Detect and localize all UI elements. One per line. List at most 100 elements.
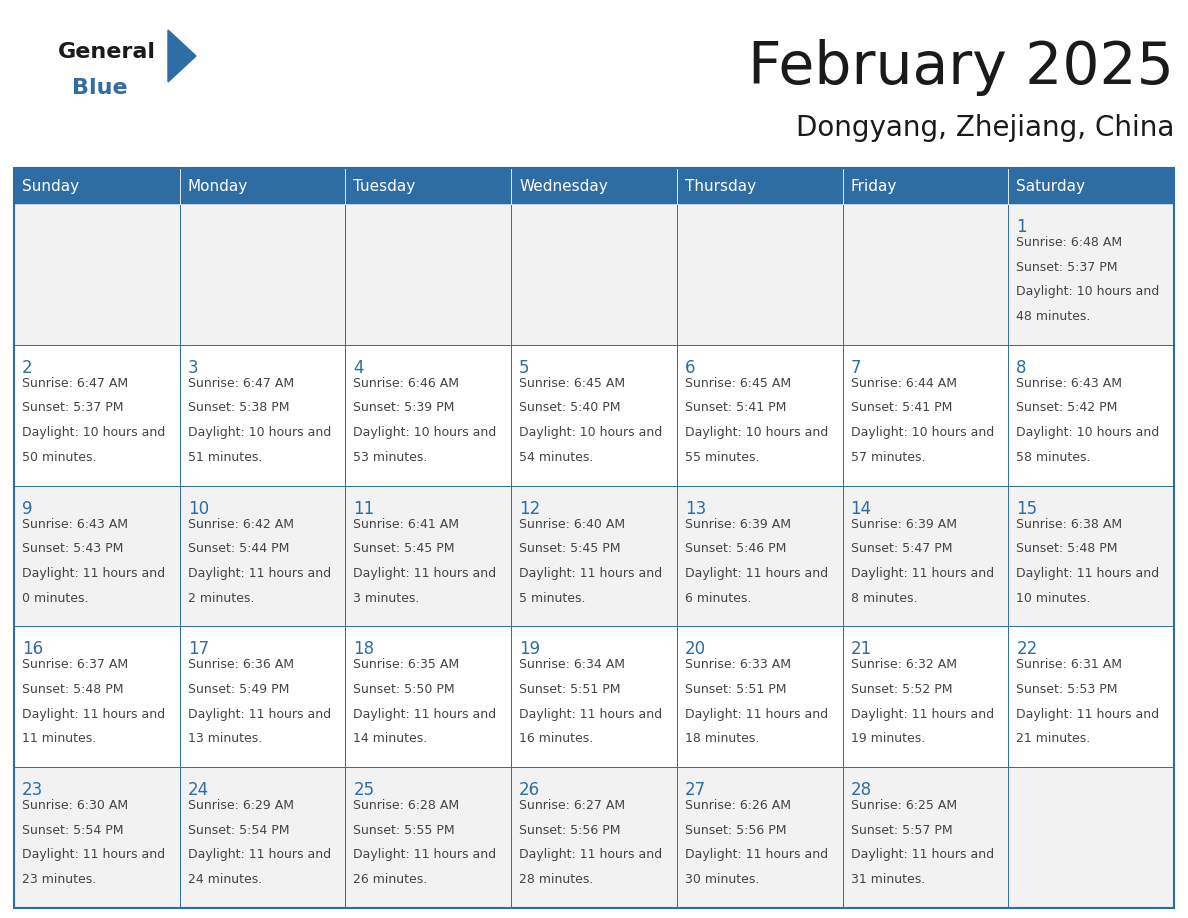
Bar bbox=[346, 626, 511, 767]
Text: Daylight: 11 hours and: Daylight: 11 hours and bbox=[353, 708, 497, 721]
Text: 1: 1 bbox=[1016, 218, 1026, 236]
Bar bbox=[511, 168, 677, 204]
Text: Daylight: 11 hours and: Daylight: 11 hours and bbox=[1016, 567, 1159, 580]
Bar bbox=[511, 767, 677, 908]
Bar bbox=[511, 486, 677, 626]
Text: Daylight: 10 hours and: Daylight: 10 hours and bbox=[851, 426, 994, 439]
Text: 19 minutes.: 19 minutes. bbox=[851, 733, 924, 745]
Text: 14: 14 bbox=[851, 499, 872, 518]
Text: Sunset: 5:49 PM: Sunset: 5:49 PM bbox=[188, 683, 289, 696]
Bar bbox=[842, 345, 1009, 486]
Text: 57 minutes.: 57 minutes. bbox=[851, 451, 925, 464]
Text: Sunset: 5:55 PM: Sunset: 5:55 PM bbox=[353, 823, 455, 837]
Text: Daylight: 10 hours and: Daylight: 10 hours and bbox=[188, 426, 331, 439]
Text: Sunrise: 6:38 AM: Sunrise: 6:38 AM bbox=[1016, 518, 1123, 531]
Bar bbox=[1009, 204, 1174, 345]
Text: Sunrise: 6:28 AM: Sunrise: 6:28 AM bbox=[353, 800, 460, 812]
Text: Daylight: 11 hours and: Daylight: 11 hours and bbox=[684, 567, 828, 580]
Text: Sunset: 5:45 PM: Sunset: 5:45 PM bbox=[353, 543, 455, 555]
Text: 3: 3 bbox=[188, 359, 198, 376]
Text: Wednesday: Wednesday bbox=[519, 178, 608, 194]
Text: Daylight: 10 hours and: Daylight: 10 hours and bbox=[519, 426, 663, 439]
Text: 28: 28 bbox=[851, 781, 872, 800]
Text: Sunrise: 6:27 AM: Sunrise: 6:27 AM bbox=[519, 800, 625, 812]
Text: Blue: Blue bbox=[72, 78, 127, 98]
Text: 10: 10 bbox=[188, 499, 209, 518]
Text: Daylight: 11 hours and: Daylight: 11 hours and bbox=[684, 848, 828, 861]
Bar bbox=[14, 168, 179, 204]
Text: General: General bbox=[58, 42, 156, 62]
Text: Daylight: 10 hours and: Daylight: 10 hours and bbox=[353, 426, 497, 439]
Text: Sunrise: 6:47 AM: Sunrise: 6:47 AM bbox=[188, 376, 293, 390]
Text: Sunrise: 6:32 AM: Sunrise: 6:32 AM bbox=[851, 658, 956, 671]
Text: Sunset: 5:56 PM: Sunset: 5:56 PM bbox=[684, 823, 786, 837]
Text: 5: 5 bbox=[519, 359, 530, 376]
Text: Daylight: 11 hours and: Daylight: 11 hours and bbox=[353, 848, 497, 861]
Text: Sunday: Sunday bbox=[23, 178, 80, 194]
Text: 14 minutes.: 14 minutes. bbox=[353, 733, 428, 745]
Text: 50 minutes.: 50 minutes. bbox=[23, 451, 96, 464]
Bar bbox=[842, 168, 1009, 204]
Text: 18 minutes.: 18 minutes. bbox=[684, 733, 759, 745]
Text: Sunrise: 6:26 AM: Sunrise: 6:26 AM bbox=[684, 800, 791, 812]
Text: 7: 7 bbox=[851, 359, 861, 376]
Bar bbox=[346, 767, 511, 908]
Text: Sunset: 5:39 PM: Sunset: 5:39 PM bbox=[353, 401, 455, 414]
Text: Sunset: 5:40 PM: Sunset: 5:40 PM bbox=[519, 401, 620, 414]
Bar bbox=[511, 204, 677, 345]
Bar bbox=[14, 767, 179, 908]
Bar bbox=[179, 767, 346, 908]
Text: Daylight: 10 hours and: Daylight: 10 hours and bbox=[23, 426, 165, 439]
Text: Daylight: 11 hours and: Daylight: 11 hours and bbox=[684, 708, 828, 721]
Text: 26: 26 bbox=[519, 781, 541, 800]
Text: 27: 27 bbox=[684, 781, 706, 800]
Text: Sunrise: 6:36 AM: Sunrise: 6:36 AM bbox=[188, 658, 293, 671]
Text: Sunrise: 6:48 AM: Sunrise: 6:48 AM bbox=[1016, 236, 1123, 249]
Bar bbox=[179, 168, 346, 204]
Text: Daylight: 11 hours and: Daylight: 11 hours and bbox=[23, 708, 165, 721]
Text: 30 minutes.: 30 minutes. bbox=[684, 873, 759, 886]
Text: 16: 16 bbox=[23, 641, 43, 658]
Text: 16 minutes.: 16 minutes. bbox=[519, 733, 593, 745]
Text: Sunset: 5:41 PM: Sunset: 5:41 PM bbox=[851, 401, 952, 414]
Text: Sunset: 5:54 PM: Sunset: 5:54 PM bbox=[23, 823, 124, 837]
Text: Sunrise: 6:43 AM: Sunrise: 6:43 AM bbox=[23, 518, 128, 531]
Text: Sunrise: 6:44 AM: Sunrise: 6:44 AM bbox=[851, 376, 956, 390]
Text: 11: 11 bbox=[353, 499, 374, 518]
Text: 20: 20 bbox=[684, 641, 706, 658]
Text: Sunset: 5:43 PM: Sunset: 5:43 PM bbox=[23, 543, 124, 555]
Bar bbox=[14, 626, 179, 767]
Text: 8 minutes.: 8 minutes. bbox=[851, 591, 917, 605]
Text: 28 minutes.: 28 minutes. bbox=[519, 873, 594, 886]
Text: 4: 4 bbox=[353, 359, 364, 376]
Text: Sunrise: 6:35 AM: Sunrise: 6:35 AM bbox=[353, 658, 460, 671]
Text: Sunset: 5:47 PM: Sunset: 5:47 PM bbox=[851, 543, 952, 555]
Bar bbox=[842, 626, 1009, 767]
Text: Sunset: 5:51 PM: Sunset: 5:51 PM bbox=[684, 683, 786, 696]
Text: Sunrise: 6:39 AM: Sunrise: 6:39 AM bbox=[851, 518, 956, 531]
Bar bbox=[1009, 345, 1174, 486]
Bar bbox=[677, 486, 842, 626]
Text: Sunrise: 6:45 AM: Sunrise: 6:45 AM bbox=[519, 376, 625, 390]
Text: Saturday: Saturday bbox=[1016, 178, 1086, 194]
Bar bbox=[842, 767, 1009, 908]
Bar bbox=[179, 486, 346, 626]
Text: 2: 2 bbox=[23, 359, 32, 376]
Bar bbox=[14, 345, 179, 486]
Text: Sunset: 5:48 PM: Sunset: 5:48 PM bbox=[1016, 543, 1118, 555]
Text: Sunrise: 6:42 AM: Sunrise: 6:42 AM bbox=[188, 518, 293, 531]
Text: 21: 21 bbox=[851, 641, 872, 658]
Text: Sunrise: 6:47 AM: Sunrise: 6:47 AM bbox=[23, 376, 128, 390]
Text: Daylight: 11 hours and: Daylight: 11 hours and bbox=[353, 567, 497, 580]
Text: 54 minutes.: 54 minutes. bbox=[519, 451, 594, 464]
Bar bbox=[842, 204, 1009, 345]
Text: Daylight: 11 hours and: Daylight: 11 hours and bbox=[23, 567, 165, 580]
Text: 12: 12 bbox=[519, 499, 541, 518]
Bar bbox=[511, 626, 677, 767]
Text: Sunrise: 6:43 AM: Sunrise: 6:43 AM bbox=[1016, 376, 1123, 390]
Text: 6: 6 bbox=[684, 359, 695, 376]
Text: Sunrise: 6:45 AM: Sunrise: 6:45 AM bbox=[684, 376, 791, 390]
Text: Sunrise: 6:37 AM: Sunrise: 6:37 AM bbox=[23, 658, 128, 671]
Text: 26 minutes.: 26 minutes. bbox=[353, 873, 428, 886]
Text: 15: 15 bbox=[1016, 499, 1037, 518]
